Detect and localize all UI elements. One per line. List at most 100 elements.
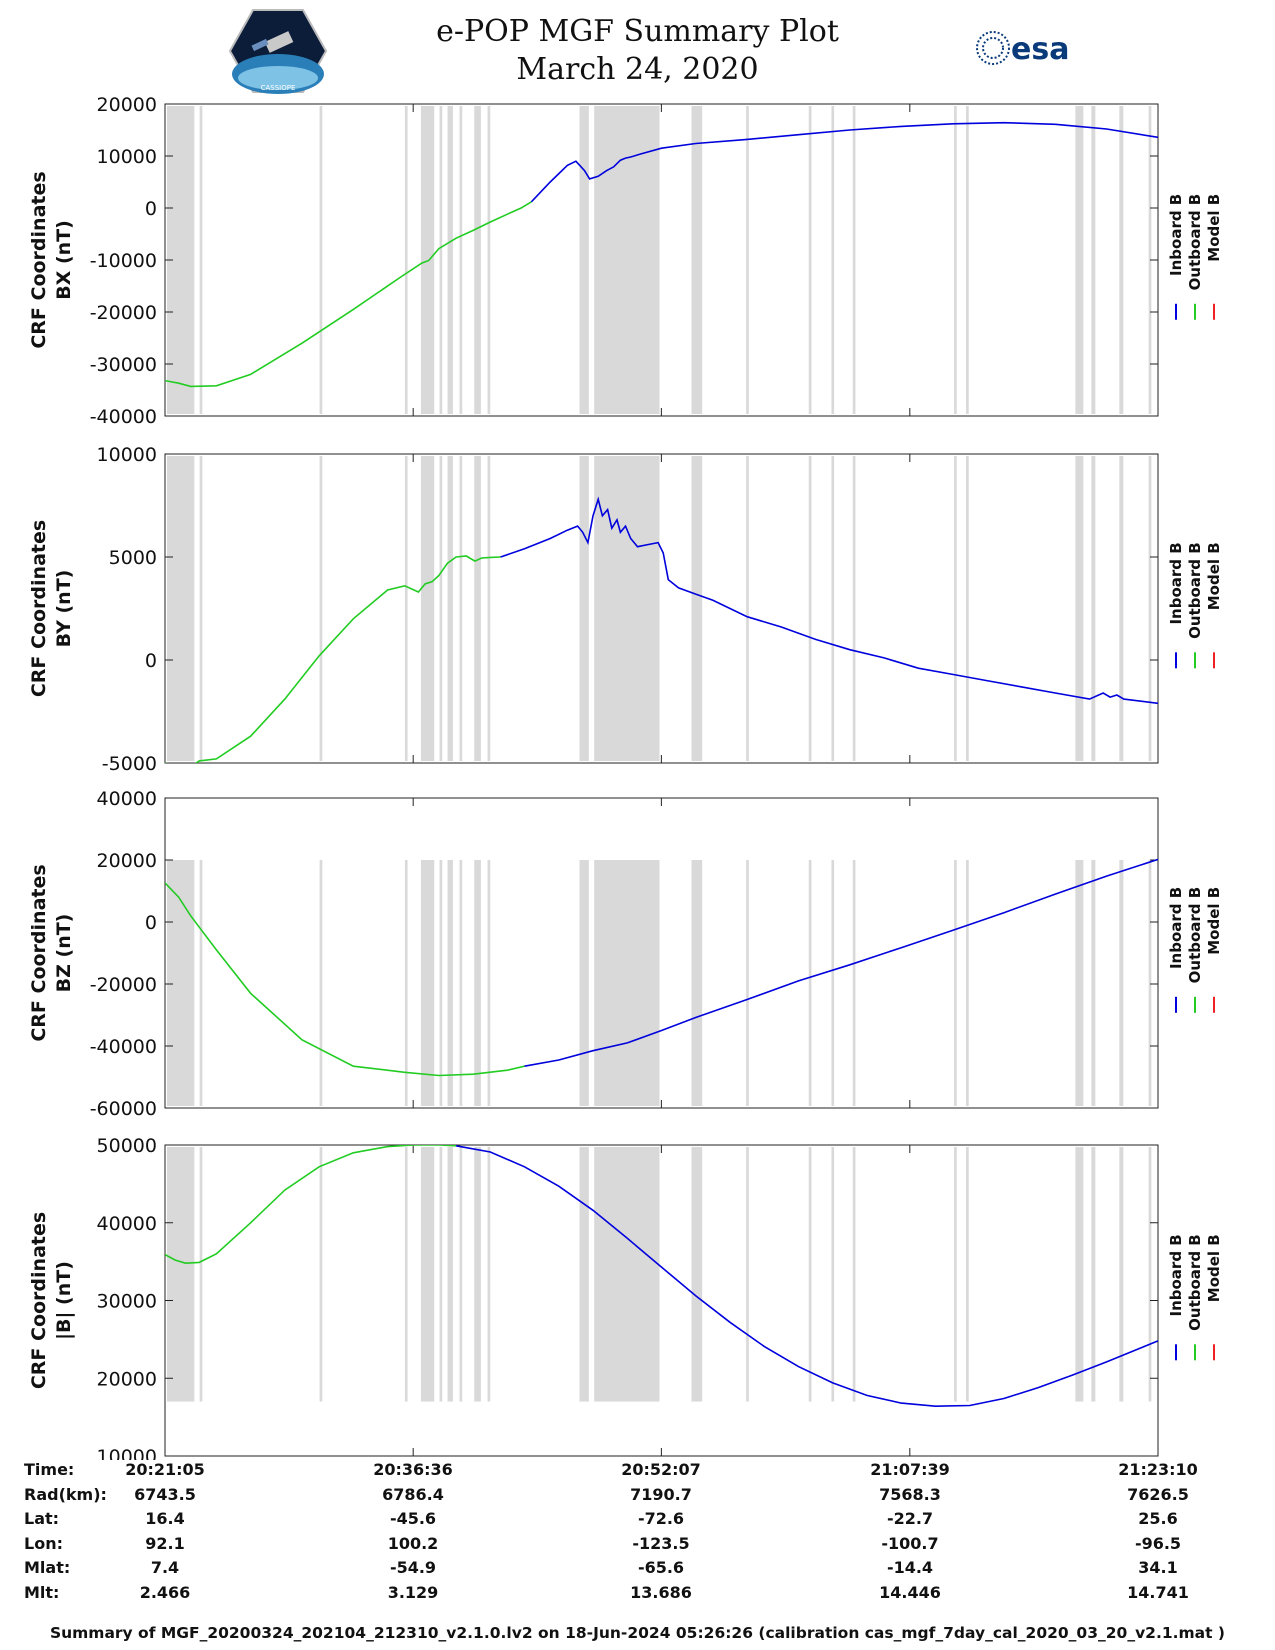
legend-label-inboard: Inboard B [1167,542,1185,624]
right-logo-text: esa [1011,32,1069,67]
y-tick-label: -10000 [90,250,157,272]
y-axis-label-line1: CRF Coordinates [28,1212,50,1389]
y-tick-label: -60000 [90,1098,157,1120]
legend-label-inboard: Inboard B [1167,1234,1185,1316]
y-tick-label: 0 [145,198,157,220]
data-gap-shade [579,860,589,1106]
y-tick-label: 20000 [97,1368,157,1390]
info-cell: -100.7 [881,1533,939,1553]
y-axis-label-line1: CRF Coordinates [28,520,50,697]
data-gap-shade [746,106,749,414]
y-axis-label-line2: |B| (nT) [53,1261,75,1340]
series-line-outboard [165,555,501,763]
data-gap-shade [1075,106,1084,414]
info-cell: 100.2 [387,1533,439,1553]
info-cell: 14.741 [1127,1582,1189,1602]
data-gap-shade [691,860,703,1106]
data-gap-shade [808,106,812,414]
data-gap-shade [831,106,835,414]
plot-frame [164,103,1159,417]
data-gap-shade [474,860,481,1106]
plot-frame [164,453,1159,764]
legend-label-outboard: Outboard B [1186,887,1204,984]
data-gap-shade [404,106,408,414]
y-tick-label: 10000 [97,1446,157,1460]
data-gap-shade [420,860,435,1106]
data-gap-shade [1075,456,1084,761]
legend-label-model: Model B [1205,542,1223,610]
data-gap-shade [1119,456,1124,761]
data-gap-shade [1148,456,1152,761]
data-gap-shade [691,1147,703,1402]
data-gap-shade [831,1147,835,1402]
data-gap-shade [167,860,195,1106]
data-gap-shade [459,1147,463,1402]
data-gap-shade [1091,1147,1096,1402]
info-cell: 6786.4 [382,1484,444,1504]
data-gap-shade [594,860,660,1106]
y-tick-label: -20000 [90,974,157,996]
info-cell: 7626.5 [1127,1484,1189,1504]
data-gap-shade [594,456,660,761]
y-tick-label: 5000 [109,547,157,569]
y-tick-label: 20000 [97,850,157,872]
data-gap-shade [831,860,835,1106]
series-line-outboard [165,201,532,388]
series-line-outboard [165,1145,457,1265]
series-line-inboard [530,121,1158,203]
data-gap-shade [404,456,408,761]
y-axis-label-line1: CRF Coordinates [28,864,50,1041]
data-gap-shade [1091,106,1096,414]
info-row-label: Mlt: [24,1582,60,1602]
info-cell: -96.5 [1134,1533,1182,1553]
data-gap-shade [474,456,481,761]
data-gap-shade [746,860,749,1106]
esa-logo-icon: esa [976,31,1069,67]
data-gap-shade [579,456,589,761]
data-gap-shade [487,860,491,1106]
legend-label-inboard: Inboard B [1167,887,1185,969]
legend-label-model: Model B [1205,194,1223,262]
data-gap-shade [852,106,856,414]
data-gap-shade [954,1147,957,1402]
info-cell: 2.466 [139,1582,191,1602]
data-gap-shade [167,1147,195,1402]
data-gap-shade [447,1147,453,1402]
data-gap-shade [199,456,203,761]
y-tick-label: 50000 [97,1135,157,1157]
data-gap-shade [1075,860,1084,1106]
info-cell: 3.129 [387,1582,439,1602]
info-cell: 7568.3 [879,1484,941,1504]
y-tick-label: 30000 [97,1291,157,1313]
info-cell: 34.1 [1138,1558,1178,1577]
orbit-info-table: Time: Rad(km): Lat: Lon: Mlat: Mlt: 20:21:05 67… [0,1460,1275,1620]
data-gap-shade [966,1147,969,1402]
data-gap-shade [831,456,835,761]
data-gap-shade [420,456,435,761]
y-axis-label-line2: BX (nT) [53,220,75,300]
info-cell: -123.5 [632,1533,690,1553]
data-gap-shade [1075,1147,1084,1402]
info-cell: -54.9 [389,1558,437,1577]
info-cell: 13.686 [630,1582,692,1602]
data-gap-shade [319,1147,323,1402]
legend-label-model: Model B [1205,1234,1223,1302]
panel-bz: 40000 20000 0 -20000 -40000 -60000 CRF Coordin… [28,788,1223,1120]
y-tick-label: 10000 [97,444,157,466]
info-row-label: Mlat: [24,1558,71,1577]
data-gap-shade [319,106,323,414]
info-cell: -65.6 [637,1558,685,1577]
data-gap-shade [319,860,323,1106]
info-cell: 6743.5 [134,1484,196,1504]
data-gap-shade [439,1147,443,1402]
panel-by: 10000 5000 0 -5000 CRF Coordinates BY (nT) Inb… [28,444,1223,775]
info-cell: 16.4 [145,1509,185,1528]
data-gap-shade [459,106,463,414]
data-gap-shade [691,106,703,414]
data-gap-shade [954,860,957,1106]
data-gap-shade [1119,106,1124,414]
info-cell: 7.4 [150,1558,180,1577]
y-axis-label-line1: CRF Coordinates [28,171,50,348]
info-row-label: Rad(km): [24,1484,107,1504]
y-tick-label: -20000 [90,302,157,324]
